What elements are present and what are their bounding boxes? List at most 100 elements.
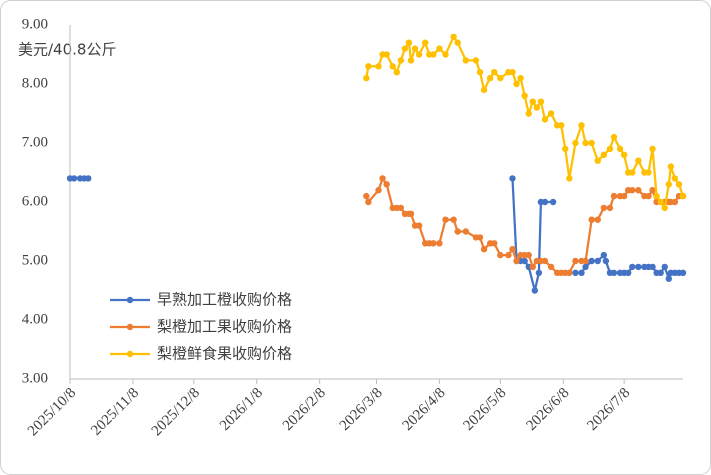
y-tick-label: 4.00: [22, 311, 48, 327]
point: [486, 74, 494, 82]
point: [562, 145, 569, 153]
legend-marker: [126, 323, 134, 331]
point: [509, 69, 516, 76]
point: [594, 216, 601, 223]
point: [620, 151, 628, 158]
point: [602, 257, 610, 265]
point: [671, 175, 679, 182]
point: [594, 257, 601, 265]
point: [566, 175, 573, 182]
point: [450, 33, 457, 40]
point: [541, 198, 549, 206]
point: [529, 263, 536, 271]
point: [572, 269, 579, 276]
point: [436, 45, 443, 52]
point: [389, 63, 396, 70]
y-tick-label: 9.00: [22, 16, 48, 32]
point: [365, 63, 372, 70]
point: [365, 198, 372, 206]
point: [476, 234, 484, 241]
point: [430, 51, 437, 58]
point: [620, 192, 628, 200]
point: [537, 98, 545, 105]
point: [645, 169, 652, 176]
point: [653, 192, 660, 200]
point: [405, 39, 413, 46]
point: [566, 269, 573, 276]
point: [415, 51, 423, 58]
y-tick-label: 8.00: [22, 75, 48, 91]
point: [411, 45, 419, 52]
point: [588, 216, 595, 223]
point: [509, 246, 516, 253]
point: [629, 169, 636, 176]
point: [610, 133, 618, 141]
point: [549, 198, 557, 206]
point: [513, 257, 520, 265]
point: [582, 263, 589, 271]
point: [671, 198, 679, 206]
point: [379, 175, 386, 182]
point: [442, 51, 449, 58]
point: [635, 263, 642, 271]
point: [600, 204, 608, 212]
point: [661, 263, 668, 271]
point: [383, 51, 390, 58]
point: [635, 187, 642, 194]
point: [547, 110, 555, 117]
point: [558, 122, 565, 129]
point: [476, 69, 484, 76]
y-tick-label: 3.00: [22, 370, 48, 386]
point: [572, 257, 579, 265]
point: [600, 151, 608, 158]
legend-label: 早熟加工橙收购价格: [157, 291, 292, 309]
point: [401, 45, 409, 52]
point: [480, 246, 488, 253]
y-axis-label: 美元/40.8公斤: [18, 41, 116, 59]
point: [679, 269, 687, 276]
point: [531, 287, 539, 294]
point: [525, 110, 532, 117]
point: [578, 122, 585, 129]
point: [675, 181, 683, 188]
point: [657, 269, 664, 276]
point: [363, 192, 370, 200]
point: [606, 204, 614, 212]
point: [363, 74, 370, 82]
point: [517, 74, 524, 82]
point: [541, 257, 549, 265]
point: [594, 157, 601, 164]
point: [665, 275, 672, 282]
legend-label: 梨橙鲜食果收购价格: [157, 345, 292, 363]
y-tick-label: 7.00: [22, 134, 48, 150]
point: [454, 39, 461, 46]
point: [472, 57, 480, 64]
point: [497, 74, 504, 82]
point: [430, 240, 437, 247]
point: [375, 187, 382, 194]
point: [679, 192, 687, 200]
point: [70, 175, 78, 182]
point: [606, 145, 614, 153]
point: [521, 92, 528, 100]
point: [393, 69, 400, 76]
point: [610, 192, 618, 200]
point: [450, 216, 457, 223]
point: [375, 63, 382, 70]
point: [454, 228, 461, 235]
point: [85, 175, 92, 182]
point: [462, 228, 470, 235]
point: [529, 98, 536, 105]
point: [442, 216, 449, 223]
point: [667, 163, 675, 170]
point: [505, 251, 512, 259]
point: [588, 139, 595, 147]
point: [629, 187, 636, 194]
point: [521, 257, 528, 265]
point: [657, 198, 664, 206]
point: [525, 251, 532, 259]
point: [480, 86, 488, 94]
legend-marker: [126, 350, 134, 358]
point: [649, 187, 656, 194]
